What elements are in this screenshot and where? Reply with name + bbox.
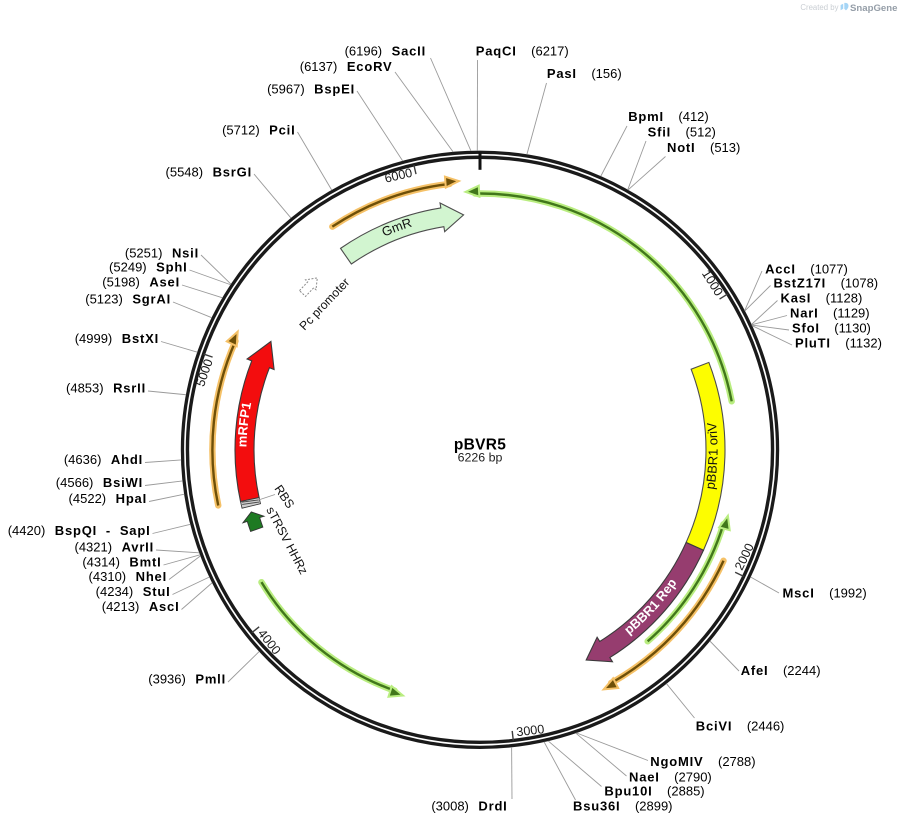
- svg-text:(4420)BspQI - SapI: (4420)BspQI - SapI: [8, 523, 151, 538]
- svg-text:6226 bp: 6226 bp: [458, 451, 503, 465]
- svg-text:(4234)StuI: (4234)StuI: [96, 584, 171, 599]
- svg-text:(5251)NsiI: (5251)NsiI: [125, 246, 199, 261]
- svg-text:BstZ17I(1078): BstZ17I(1078): [774, 276, 879, 291]
- svg-text:(5712)PciI: (5712)PciI: [222, 123, 295, 138]
- svg-text:(6137)EcoRV: (6137)EcoRV: [300, 59, 393, 74]
- svg-text:SnapGene: SnapGene: [850, 3, 897, 14]
- svg-text:NgoMIV(2788): NgoMIV(2788): [650, 754, 755, 769]
- svg-text:Created by: Created by: [800, 3, 838, 12]
